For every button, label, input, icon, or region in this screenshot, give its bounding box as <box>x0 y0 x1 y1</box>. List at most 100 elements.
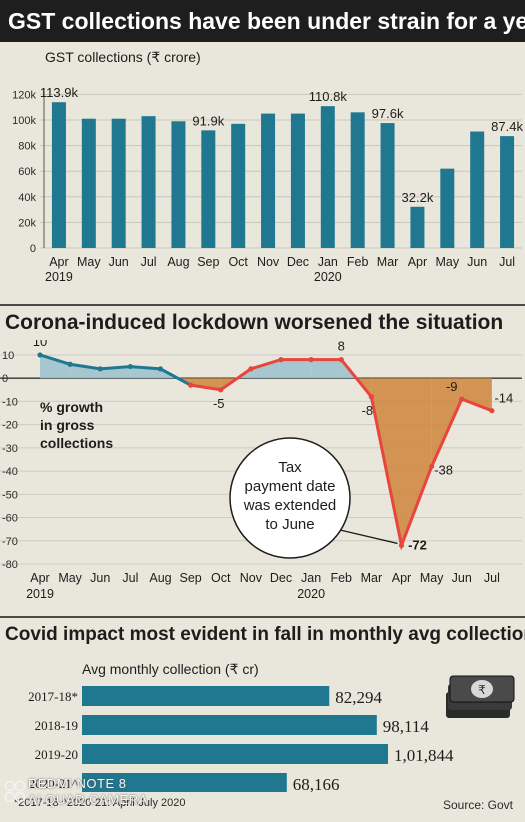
callout-text: was extended <box>243 497 337 514</box>
data-label: 91.9k <box>192 113 224 128</box>
x-tick-label: May <box>58 571 82 585</box>
data-point <box>489 408 495 414</box>
banner-title: GST collections have been under strain f… <box>0 0 525 42</box>
x-tick-label: Sep <box>180 571 202 585</box>
data-point <box>218 387 224 393</box>
y-tick-label: 0 <box>30 243 36 255</box>
data-point <box>459 396 465 402</box>
x-tick-label: Apr <box>49 255 68 269</box>
data-point <box>398 542 405 549</box>
bar <box>201 130 216 248</box>
value-label: 98,114 <box>383 717 430 736</box>
year-label: 2020 <box>297 587 325 601</box>
y-tick-label: -30 <box>2 443 18 455</box>
x-tick-label: Dec <box>287 255 309 269</box>
category-label: 2018-19 <box>35 718 78 733</box>
area-fill <box>190 378 221 390</box>
area-fill <box>311 359 342 379</box>
data-label: -14 <box>494 391 513 406</box>
x-tick-label: Oct <box>228 255 248 269</box>
data-point <box>429 463 435 470</box>
bar <box>231 123 246 248</box>
hbar <box>82 686 330 706</box>
hbar-chart-subtitle: Avg monthly collection (₹ cr) <box>82 661 259 677</box>
y-tick-label: 80k <box>18 141 36 153</box>
watermark-line-2: AI QUAD CAMERA <box>28 792 148 807</box>
x-tick-label: Apr <box>408 255 427 269</box>
bar <box>81 118 96 248</box>
section-divider <box>0 616 525 618</box>
lockdown-heading: Corona-induced lockdown worsened the sit… <box>5 311 504 334</box>
x-tick-label: Jul <box>122 571 138 585</box>
gst-collections-bar-chart: GST collections (₹ crore) 0 20k 40k 60k 80k 1… <box>12 49 523 284</box>
y-tick-label: -70 <box>2 536 18 548</box>
area-fill <box>70 364 101 379</box>
data-point <box>368 394 374 400</box>
x-tick-label: Oct <box>211 571 231 585</box>
y-tick-label: 0 <box>2 373 8 385</box>
svg-text:₹: ₹ <box>478 683 486 697</box>
data-label: 113.9k <box>40 85 79 100</box>
y-tick-label: 100k <box>12 115 36 127</box>
data-label: -38 <box>434 462 453 477</box>
data-point <box>308 357 314 363</box>
footnote: *2017-18 ^2020-21: April-July 2020 <box>14 797 186 809</box>
category-label: 2017-18* <box>28 689 78 704</box>
x-tick-label: Feb <box>330 571 352 585</box>
year-label: 2019 <box>26 587 54 601</box>
covid-heading: Covid impact most evident in fall in mon… <box>5 624 525 645</box>
data-point <box>97 366 103 372</box>
data-label: -72 <box>408 537 427 552</box>
data-point <box>278 357 284 363</box>
hbar <box>82 744 388 764</box>
x-tick-label: Aug <box>167 255 189 269</box>
data-label: 32.2k <box>402 190 434 205</box>
data-label: 97.6k <box>372 106 404 121</box>
area-fill <box>401 378 432 546</box>
y-tick-label: 120k <box>12 89 36 101</box>
bar <box>410 206 425 248</box>
avg-monthly-collection-chart: Avg monthly collection (₹ cr) 2017-18* 82… <box>28 661 515 792</box>
x-tick-label: Apr <box>30 571 49 585</box>
x-tick-label: May <box>420 571 444 585</box>
x-tick-label: Feb <box>347 255 369 269</box>
growth-line-chart: 10 0 -10 -20 -30 -40 -50 -60 -70 -80 10 -5 8 -8 -72 -3… <box>0 340 522 601</box>
bar <box>380 123 395 248</box>
data-point <box>127 363 133 370</box>
x-tick-label: Jun <box>109 255 129 269</box>
y-tick-label: 20k <box>18 217 36 229</box>
data-label: 87.4k <box>491 119 523 134</box>
camera-dots-icon <box>4 780 26 803</box>
x-tick-label: Jun <box>452 571 472 585</box>
bar <box>500 136 515 248</box>
category-label: 2020-21^ <box>29 776 78 791</box>
area-fill <box>461 378 492 411</box>
year-label: 2020 <box>314 270 342 284</box>
x-tick-label: Apr <box>392 571 411 585</box>
y-tick-label: -10 <box>2 396 18 408</box>
area-fill <box>281 359 312 379</box>
data-label: -8 <box>362 403 374 418</box>
x-tick-label: Jan <box>318 255 338 269</box>
y-tick-label: -60 <box>2 513 18 525</box>
x-tick-label: Jun <box>467 255 487 269</box>
data-point <box>37 352 43 358</box>
x-tick-label: Aug <box>149 571 171 585</box>
callout-text: to June <box>265 516 314 533</box>
category-label: 2019-20 <box>35 747 78 762</box>
section-divider <box>0 304 525 306</box>
x-tick-label: Sep <box>197 255 219 269</box>
x-tick-label: Dec <box>270 571 292 585</box>
data-point <box>67 361 73 367</box>
y-tick-label: 60k <box>18 166 36 178</box>
camera-watermark: REDMI NOTE 8 AI QUAD CAMERA <box>28 776 148 808</box>
data-point <box>157 366 164 372</box>
year-label: 2019 <box>45 270 73 284</box>
annotation-text: collections <box>40 435 113 451</box>
y-tick-label: -40 <box>2 466 18 478</box>
x-tick-label: Mar <box>377 255 399 269</box>
bar <box>440 168 455 248</box>
hbar <box>82 715 377 735</box>
watermark-line-1: REDMI NOTE 8 <box>28 776 127 791</box>
cash-stack-icon: ₹ <box>446 675 515 718</box>
